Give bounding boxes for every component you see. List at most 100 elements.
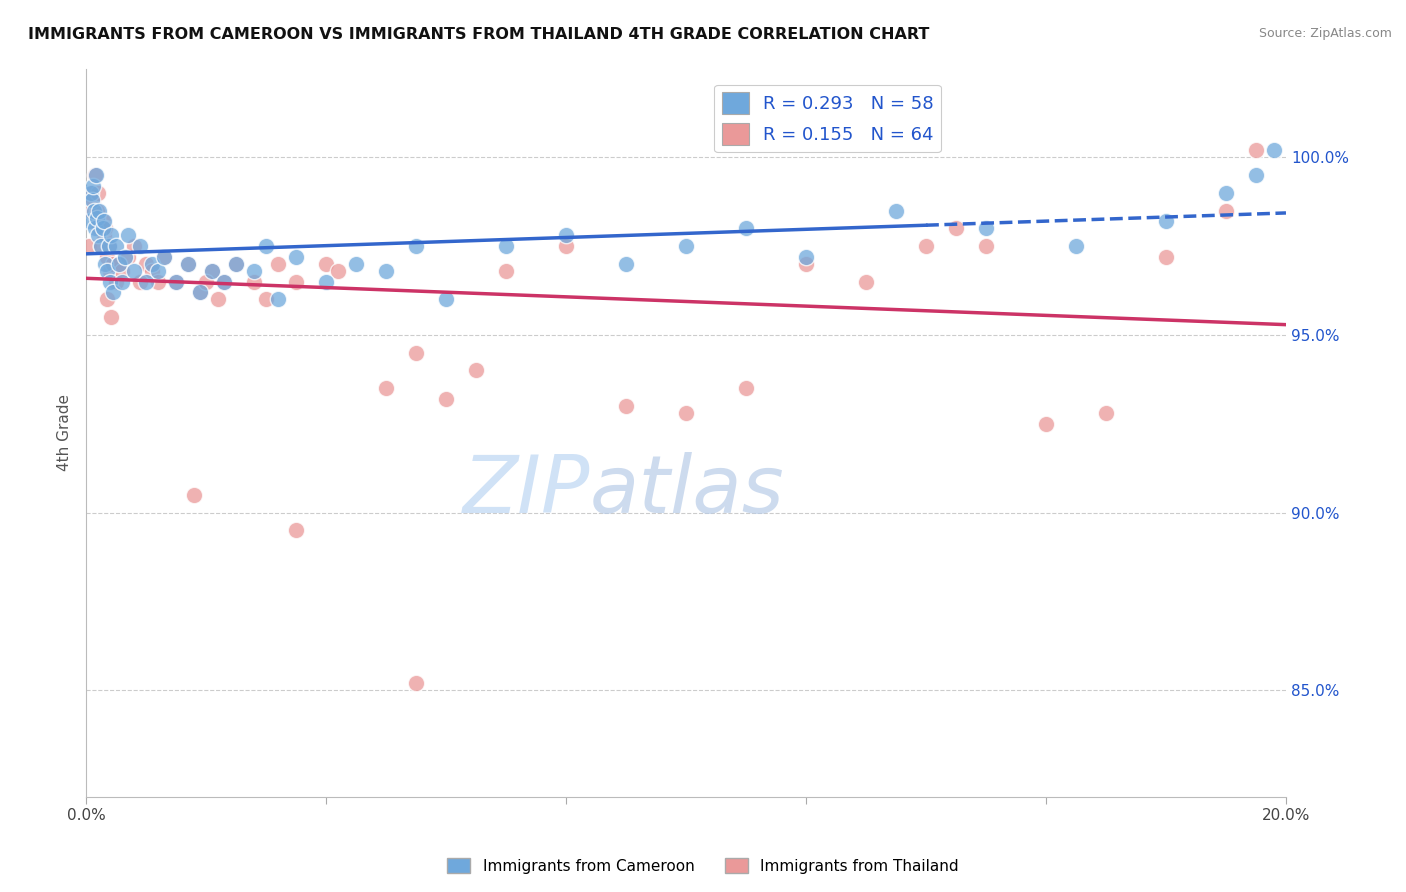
- Point: [326, 264, 349, 278]
- Point: [98, 275, 121, 289]
- Point: [87, 228, 110, 243]
- Point: [195, 275, 218, 289]
- Point: [267, 293, 290, 307]
- Point: [201, 264, 224, 278]
- Point: [675, 406, 697, 420]
- Point: [405, 676, 427, 690]
- Point: [86, 211, 108, 225]
- Point: [884, 203, 907, 218]
- Point: [243, 264, 266, 278]
- Point: [105, 239, 128, 253]
- Point: [135, 275, 157, 289]
- Point: [1154, 214, 1177, 228]
- Point: [94, 221, 117, 235]
- Point: [84, 168, 107, 182]
- Point: [285, 275, 308, 289]
- Point: [735, 221, 758, 235]
- Point: [495, 264, 517, 278]
- Point: [212, 275, 235, 289]
- Point: [91, 214, 114, 228]
- Point: [77, 239, 100, 253]
- Point: [108, 257, 131, 271]
- Point: [974, 221, 997, 235]
- Point: [83, 203, 105, 218]
- Point: [1215, 203, 1237, 218]
- Point: [135, 257, 157, 271]
- Point: [794, 250, 817, 264]
- Point: [1244, 143, 1267, 157]
- Point: [225, 257, 247, 271]
- Point: [855, 275, 877, 289]
- Text: atlas: atlas: [591, 452, 785, 530]
- Point: [114, 250, 136, 264]
- Point: [555, 228, 578, 243]
- Point: [212, 275, 235, 289]
- Point: [405, 345, 427, 359]
- Point: [344, 257, 367, 271]
- Point: [1215, 186, 1237, 200]
- Point: [315, 257, 337, 271]
- Point: [405, 239, 427, 253]
- Point: [1263, 143, 1285, 157]
- Legend: Immigrants from Cameroon, Immigrants from Thailand: Immigrants from Cameroon, Immigrants fro…: [441, 852, 965, 880]
- Text: ZIP: ZIP: [463, 452, 591, 530]
- Point: [91, 221, 114, 235]
- Point: [98, 264, 121, 278]
- Point: [675, 239, 697, 253]
- Point: [90, 239, 112, 253]
- Point: [97, 239, 120, 253]
- Point: [96, 264, 118, 278]
- Point: [188, 285, 211, 300]
- Point: [207, 293, 229, 307]
- Legend: R = 0.293   N = 58, R = 0.155   N = 64: R = 0.293 N = 58, R = 0.155 N = 64: [714, 85, 941, 153]
- Point: [555, 239, 578, 253]
- Point: [146, 275, 169, 289]
- Point: [153, 250, 176, 264]
- Point: [129, 239, 152, 253]
- Point: [82, 193, 104, 207]
- Y-axis label: 4th Grade: 4th Grade: [58, 394, 72, 471]
- Point: [97, 239, 120, 253]
- Point: [285, 523, 308, 537]
- Point: [153, 250, 176, 264]
- Point: [105, 275, 128, 289]
- Point: [117, 228, 139, 243]
- Point: [1154, 250, 1177, 264]
- Point: [101, 257, 124, 271]
- Point: [89, 221, 111, 235]
- Point: [375, 381, 398, 395]
- Point: [96, 293, 118, 307]
- Point: [129, 275, 152, 289]
- Point: [100, 310, 122, 325]
- Point: [77, 214, 100, 228]
- Point: [165, 275, 187, 289]
- Point: [141, 264, 163, 278]
- Point: [1095, 406, 1118, 420]
- Point: [614, 257, 637, 271]
- Point: [87, 186, 110, 200]
- Point: [1035, 417, 1057, 431]
- Point: [1064, 239, 1087, 253]
- Point: [86, 203, 108, 218]
- Point: [177, 257, 200, 271]
- Point: [146, 264, 169, 278]
- Point: [100, 228, 122, 243]
- Point: [93, 228, 115, 243]
- Point: [434, 293, 457, 307]
- Point: [122, 239, 145, 253]
- Point: [375, 264, 398, 278]
- Point: [80, 186, 103, 200]
- Point: [82, 178, 104, 193]
- Point: [1244, 168, 1267, 182]
- Point: [141, 257, 163, 271]
- Point: [315, 275, 337, 289]
- Point: [794, 257, 817, 271]
- Point: [945, 221, 967, 235]
- Point: [285, 250, 308, 264]
- Text: IMMIGRANTS FROM CAMEROON VS IMMIGRANTS FROM THAILAND 4TH GRADE CORRELATION CHART: IMMIGRANTS FROM CAMEROON VS IMMIGRANTS F…: [28, 27, 929, 42]
- Point: [974, 239, 997, 253]
- Point: [183, 488, 205, 502]
- Point: [101, 285, 124, 300]
- Point: [111, 264, 134, 278]
- Point: [188, 285, 211, 300]
